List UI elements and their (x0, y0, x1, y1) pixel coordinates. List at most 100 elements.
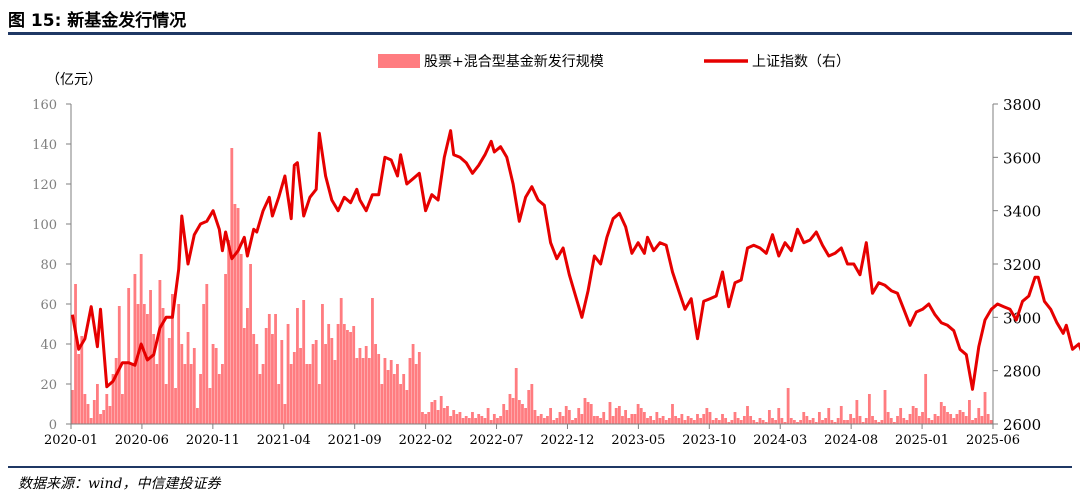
x-tick-label: 2022-07 (470, 433, 524, 448)
bar (633, 414, 637, 424)
bar (849, 414, 853, 424)
x-tick-label: 2024-03 (753, 433, 807, 448)
bar (286, 324, 290, 424)
bar (77, 354, 81, 424)
bar (549, 408, 552, 424)
bar (249, 264, 252, 424)
bar (889, 418, 893, 424)
bar (842, 420, 846, 424)
bar (380, 384, 384, 424)
bar (330, 338, 334, 424)
bar (274, 314, 277, 424)
bar (799, 420, 803, 424)
bar (224, 274, 227, 424)
bar (167, 338, 171, 424)
bar (955, 414, 959, 424)
bar (727, 422, 731, 424)
bar (471, 412, 474, 424)
bar (436, 410, 440, 424)
bar (292, 352, 296, 424)
bar (114, 358, 118, 424)
legend-bar-swatch (378, 54, 420, 68)
bar (399, 384, 402, 424)
bar (855, 400, 859, 424)
bar (802, 412, 806, 424)
right-tick-label: 3800 (1003, 96, 1041, 114)
bar (708, 412, 712, 424)
right-tick-label: 2600 (1003, 416, 1041, 434)
bar (617, 406, 621, 424)
bar (405, 390, 409, 424)
bar (349, 332, 352, 424)
bar (902, 418, 906, 424)
bar (99, 414, 102, 424)
bar (699, 418, 703, 424)
left-tick-label: 60 (40, 298, 57, 313)
bar (474, 418, 477, 424)
bar (886, 412, 890, 424)
chart-area: 股票+混合型基金新发行规模 上证指数（右） （亿元） 0 20 40 60 80 100 1… (32, 53, 1080, 448)
bar (164, 384, 168, 424)
bar (724, 418, 728, 424)
bar (830, 420, 834, 424)
bar (96, 384, 99, 424)
bar (780, 418, 784, 424)
bar (105, 394, 109, 424)
legend-bar-label: 股票+混合型基金新发行规模 (424, 53, 604, 70)
bar (80, 336, 84, 424)
bar (217, 374, 221, 424)
bar (424, 414, 427, 424)
bar (733, 412, 737, 424)
bar (636, 404, 640, 424)
bar (324, 344, 327, 424)
bar (911, 406, 915, 424)
bar (92, 400, 96, 424)
bar (208, 388, 212, 424)
x-tick-label: 2023-05 (611, 433, 665, 448)
bar (524, 408, 527, 424)
bar (111, 374, 115, 424)
bar (639, 408, 643, 424)
bar (371, 298, 374, 424)
bar (846, 420, 849, 424)
bar (817, 412, 821, 424)
bar (246, 308, 249, 424)
bar (461, 418, 465, 424)
bar (442, 408, 446, 424)
bar (527, 390, 531, 424)
bar (180, 344, 184, 424)
bar (546, 416, 549, 424)
bar (661, 416, 665, 424)
bar (408, 358, 412, 424)
bar (858, 416, 862, 424)
bar (833, 422, 837, 424)
bar (374, 344, 377, 424)
bar (949, 414, 953, 424)
bar (339, 298, 343, 424)
bar (674, 416, 678, 424)
bar (758, 418, 762, 424)
bar (321, 304, 324, 424)
left-tick-label: 40 (40, 338, 57, 353)
bar (655, 412, 659, 424)
bar (477, 414, 481, 424)
bar (211, 344, 215, 424)
bar (717, 420, 721, 424)
bar (71, 390, 74, 424)
bar (642, 412, 646, 424)
bar (964, 416, 968, 424)
bar (346, 330, 349, 424)
bar (196, 408, 199, 424)
bar (677, 418, 681, 424)
bar (255, 344, 259, 424)
bar (742, 416, 746, 424)
bar (914, 408, 918, 424)
bar (427, 412, 431, 424)
x-tick-label: 2025-06 (966, 433, 1020, 448)
bar (155, 364, 159, 424)
bar (711, 420, 715, 424)
bar (183, 364, 187, 424)
bar (386, 370, 390, 424)
bar (968, 400, 971, 424)
bar (314, 340, 318, 424)
